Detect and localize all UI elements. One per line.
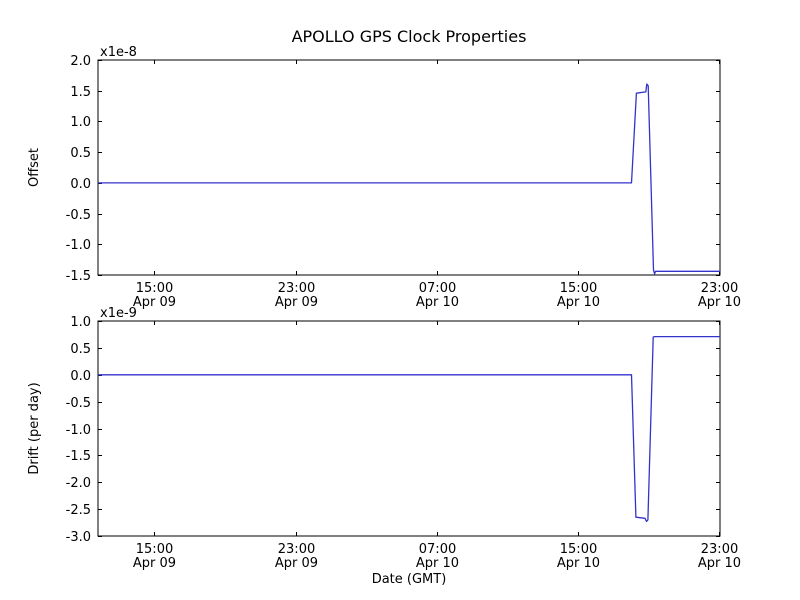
x-axis-label: Date (GMT) [372, 572, 447, 587]
y-tick-label: -0.5 [66, 208, 91, 223]
y-axis-label: Drift (per day) [27, 382, 42, 474]
y-tick-label: -1.5 [66, 269, 91, 284]
y-tick-label: 0.5 [70, 146, 91, 161]
x-tick-label-date: Apr 09 [133, 295, 176, 310]
y-axis-label: Offset [27, 148, 42, 187]
y-tick-label: 0.0 [70, 369, 91, 384]
x-tick-label-date: Apr 10 [416, 556, 459, 571]
y-tick-label: 1.0 [70, 315, 91, 330]
x-tick-label-time: 07:00 [419, 281, 456, 296]
x-tick-label-date: Apr 09 [275, 295, 318, 310]
x-tick-label-date: Apr 10 [698, 556, 741, 571]
drift-line [98, 335, 720, 523]
y-tick-label: 1.5 [70, 85, 91, 100]
x-tick-label-date: Apr 09 [133, 556, 176, 571]
y-scale-label: x1e-8 [100, 45, 137, 60]
chart-title: APOLLO GPS Clock Properties [292, 27, 527, 46]
x-tick-label-date: Apr 10 [557, 295, 600, 310]
y-tick-label: 2.0 [70, 54, 91, 69]
y-tick-label: -1.0 [66, 238, 91, 253]
x-tick-label-date: Apr 10 [416, 295, 459, 310]
y-tick-label: -1.5 [66, 449, 91, 464]
x-tick-label-time: 23:00 [278, 542, 315, 557]
y-tick-label: -1.0 [66, 423, 91, 438]
x-tick-label-time: 23:00 [701, 281, 738, 296]
y-tick-label: -3.0 [66, 530, 91, 545]
y-scale-label: x1e-9 [100, 306, 137, 321]
y-tick-label: -2.5 [66, 503, 91, 518]
x-tick-label-date: Apr 10 [557, 556, 600, 571]
x-tick-label-time: 23:00 [278, 281, 315, 296]
offset-line [98, 83, 720, 275]
x-tick-label-time: 15:00 [136, 542, 173, 557]
x-tick-label-date: Apr 10 [698, 295, 741, 310]
y-tick-label: 0.0 [70, 177, 91, 192]
y-tick-label: 1.0 [70, 115, 91, 130]
y-tick-label: -0.5 [66, 396, 91, 411]
axes-frame [97, 320, 721, 537]
x-tick-label-time: 15:00 [136, 281, 173, 296]
x-tick-label-time: 15:00 [560, 281, 597, 296]
x-tick-label-time: 07:00 [419, 542, 456, 557]
y-tick-label: -2.0 [66, 476, 91, 491]
y-tick-label: 0.5 [70, 342, 91, 357]
axes-frame [97, 59, 721, 276]
x-tick-label-time: 23:00 [701, 542, 738, 557]
x-tick-label-date: Apr 09 [275, 556, 318, 571]
x-tick-label-time: 15:00 [560, 542, 597, 557]
